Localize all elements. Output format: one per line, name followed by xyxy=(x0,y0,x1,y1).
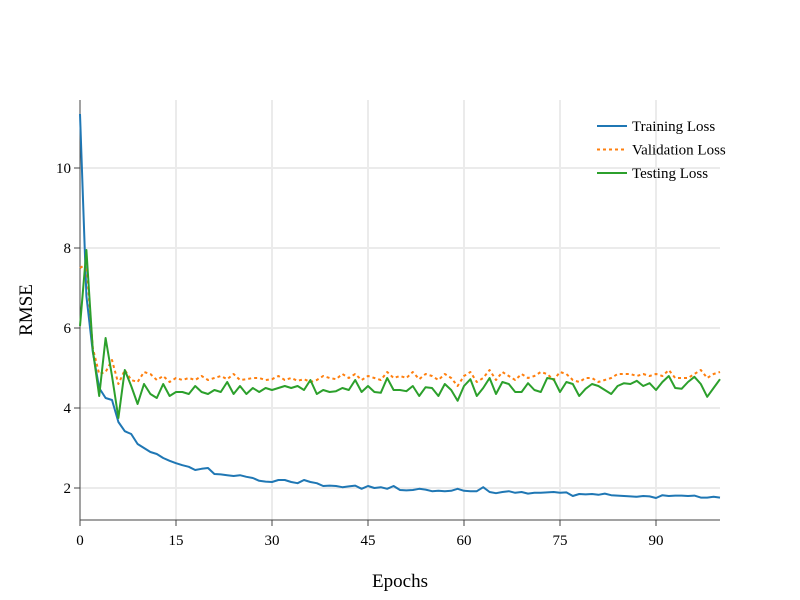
y-tick-label: 4 xyxy=(64,401,72,417)
tick-labels: 0 15 30 45 60 75 90 2 4 6 8 10 xyxy=(56,161,664,549)
y-tick-label: 6 xyxy=(64,321,72,337)
grid xyxy=(80,100,720,520)
y-tick-label: 10 xyxy=(56,161,71,177)
x-tick-label: 90 xyxy=(649,533,664,549)
series-line-validation-loss xyxy=(79,263,721,387)
x-tick-label: 0 xyxy=(76,533,84,549)
y-axis-title: RMSE xyxy=(16,284,37,336)
legend: Training Loss Validation Loss Testing Loss xyxy=(597,119,726,182)
x-axis-title: Epochs xyxy=(372,571,428,592)
series-line-testing-loss xyxy=(79,249,721,419)
x-tick-label: 60 xyxy=(457,533,472,549)
legend-label-validation-loss: Validation Loss xyxy=(632,143,726,159)
series-line-training-loss xyxy=(79,113,721,499)
x-tick-label: 45 xyxy=(361,533,376,549)
x-tick-label: 75 xyxy=(553,533,568,549)
x-tick-label: 15 xyxy=(169,533,184,549)
legend-label-testing-loss: Testing Loss xyxy=(632,166,708,182)
y-tick-label: 8 xyxy=(64,241,72,257)
x-tick-label: 30 xyxy=(265,533,280,549)
y-tick-label: 2 xyxy=(64,481,72,497)
axes xyxy=(74,100,720,526)
plot-area xyxy=(79,113,721,499)
legend-label-training-loss: Training Loss xyxy=(632,119,715,135)
